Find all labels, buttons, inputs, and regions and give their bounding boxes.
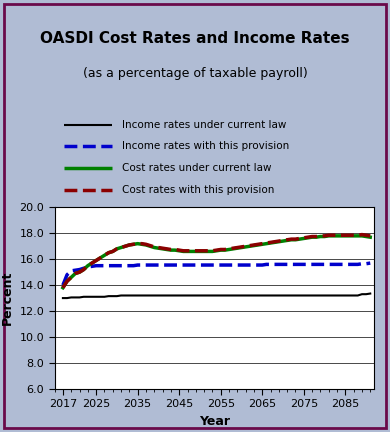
Income rates with this provision: [314, 262, 319, 267]
Cost rates with this provision: [335, 232, 339, 238]
Cost rates under current law: [326, 233, 331, 238]
Text: Cost rates with this provision: Cost rates with this provision: [122, 185, 274, 195]
Cost rates with this provision: [85, 263, 90, 268]
Income rates under current law: [293, 293, 298, 298]
Income rates with this provision: [301, 262, 306, 267]
Cost rates under current law: [306, 235, 310, 241]
Income rates under current law: [301, 293, 306, 298]
Income rates with this provision: [60, 283, 65, 288]
Cost rates with this provision: [60, 285, 65, 290]
Y-axis label: Percent: Percent: [1, 271, 14, 325]
Text: Cost rates under current law: Cost rates under current law: [122, 163, 271, 173]
Income rates with this provision: [368, 260, 372, 266]
Text: OASDI Cost Rates and Income Rates: OASDI Cost Rates and Income Rates: [40, 32, 350, 46]
X-axis label: Year: Year: [199, 415, 230, 428]
Line: Income rates under current law: Income rates under current law: [63, 294, 370, 298]
Cost rates with this provision: [368, 233, 372, 238]
Cost rates with this provision: [360, 232, 364, 237]
Income rates under current law: [314, 293, 319, 298]
Income rates with this provision: [306, 262, 310, 267]
Text: Income rates under current law: Income rates under current law: [122, 120, 286, 130]
Income rates under current law: [60, 295, 65, 301]
Cost rates with this provision: [314, 234, 319, 239]
Income rates under current law: [335, 293, 339, 298]
Cost rates under current law: [293, 237, 298, 242]
Income rates with this provision: [335, 262, 339, 267]
Cost rates with this provision: [293, 237, 298, 242]
Income rates under current law: [306, 293, 310, 298]
Line: Cost rates under current law: Cost rates under current law: [63, 236, 370, 288]
Cost rates under current law: [60, 285, 65, 290]
Cost rates with this provision: [306, 235, 310, 240]
Income rates under current law: [368, 291, 372, 296]
Cost rates under current law: [301, 236, 306, 241]
Income rates with this provision: [293, 262, 298, 267]
Income rates with this provision: [85, 264, 90, 270]
Cost rates with this provision: [301, 235, 306, 241]
Cost rates under current law: [85, 263, 90, 268]
Line: Cost rates with this provision: Cost rates with this provision: [63, 235, 370, 288]
Text: (as a percentage of taxable payroll): (as a percentage of taxable payroll): [83, 67, 307, 80]
Cost rates under current law: [339, 233, 344, 238]
Text: Income rates with this provision: Income rates with this provision: [122, 141, 289, 152]
Income rates under current law: [85, 294, 90, 299]
Cost rates under current law: [368, 235, 372, 240]
Cost rates under current law: [314, 235, 319, 240]
Line: Income rates with this provision: Income rates with this provision: [63, 263, 370, 285]
